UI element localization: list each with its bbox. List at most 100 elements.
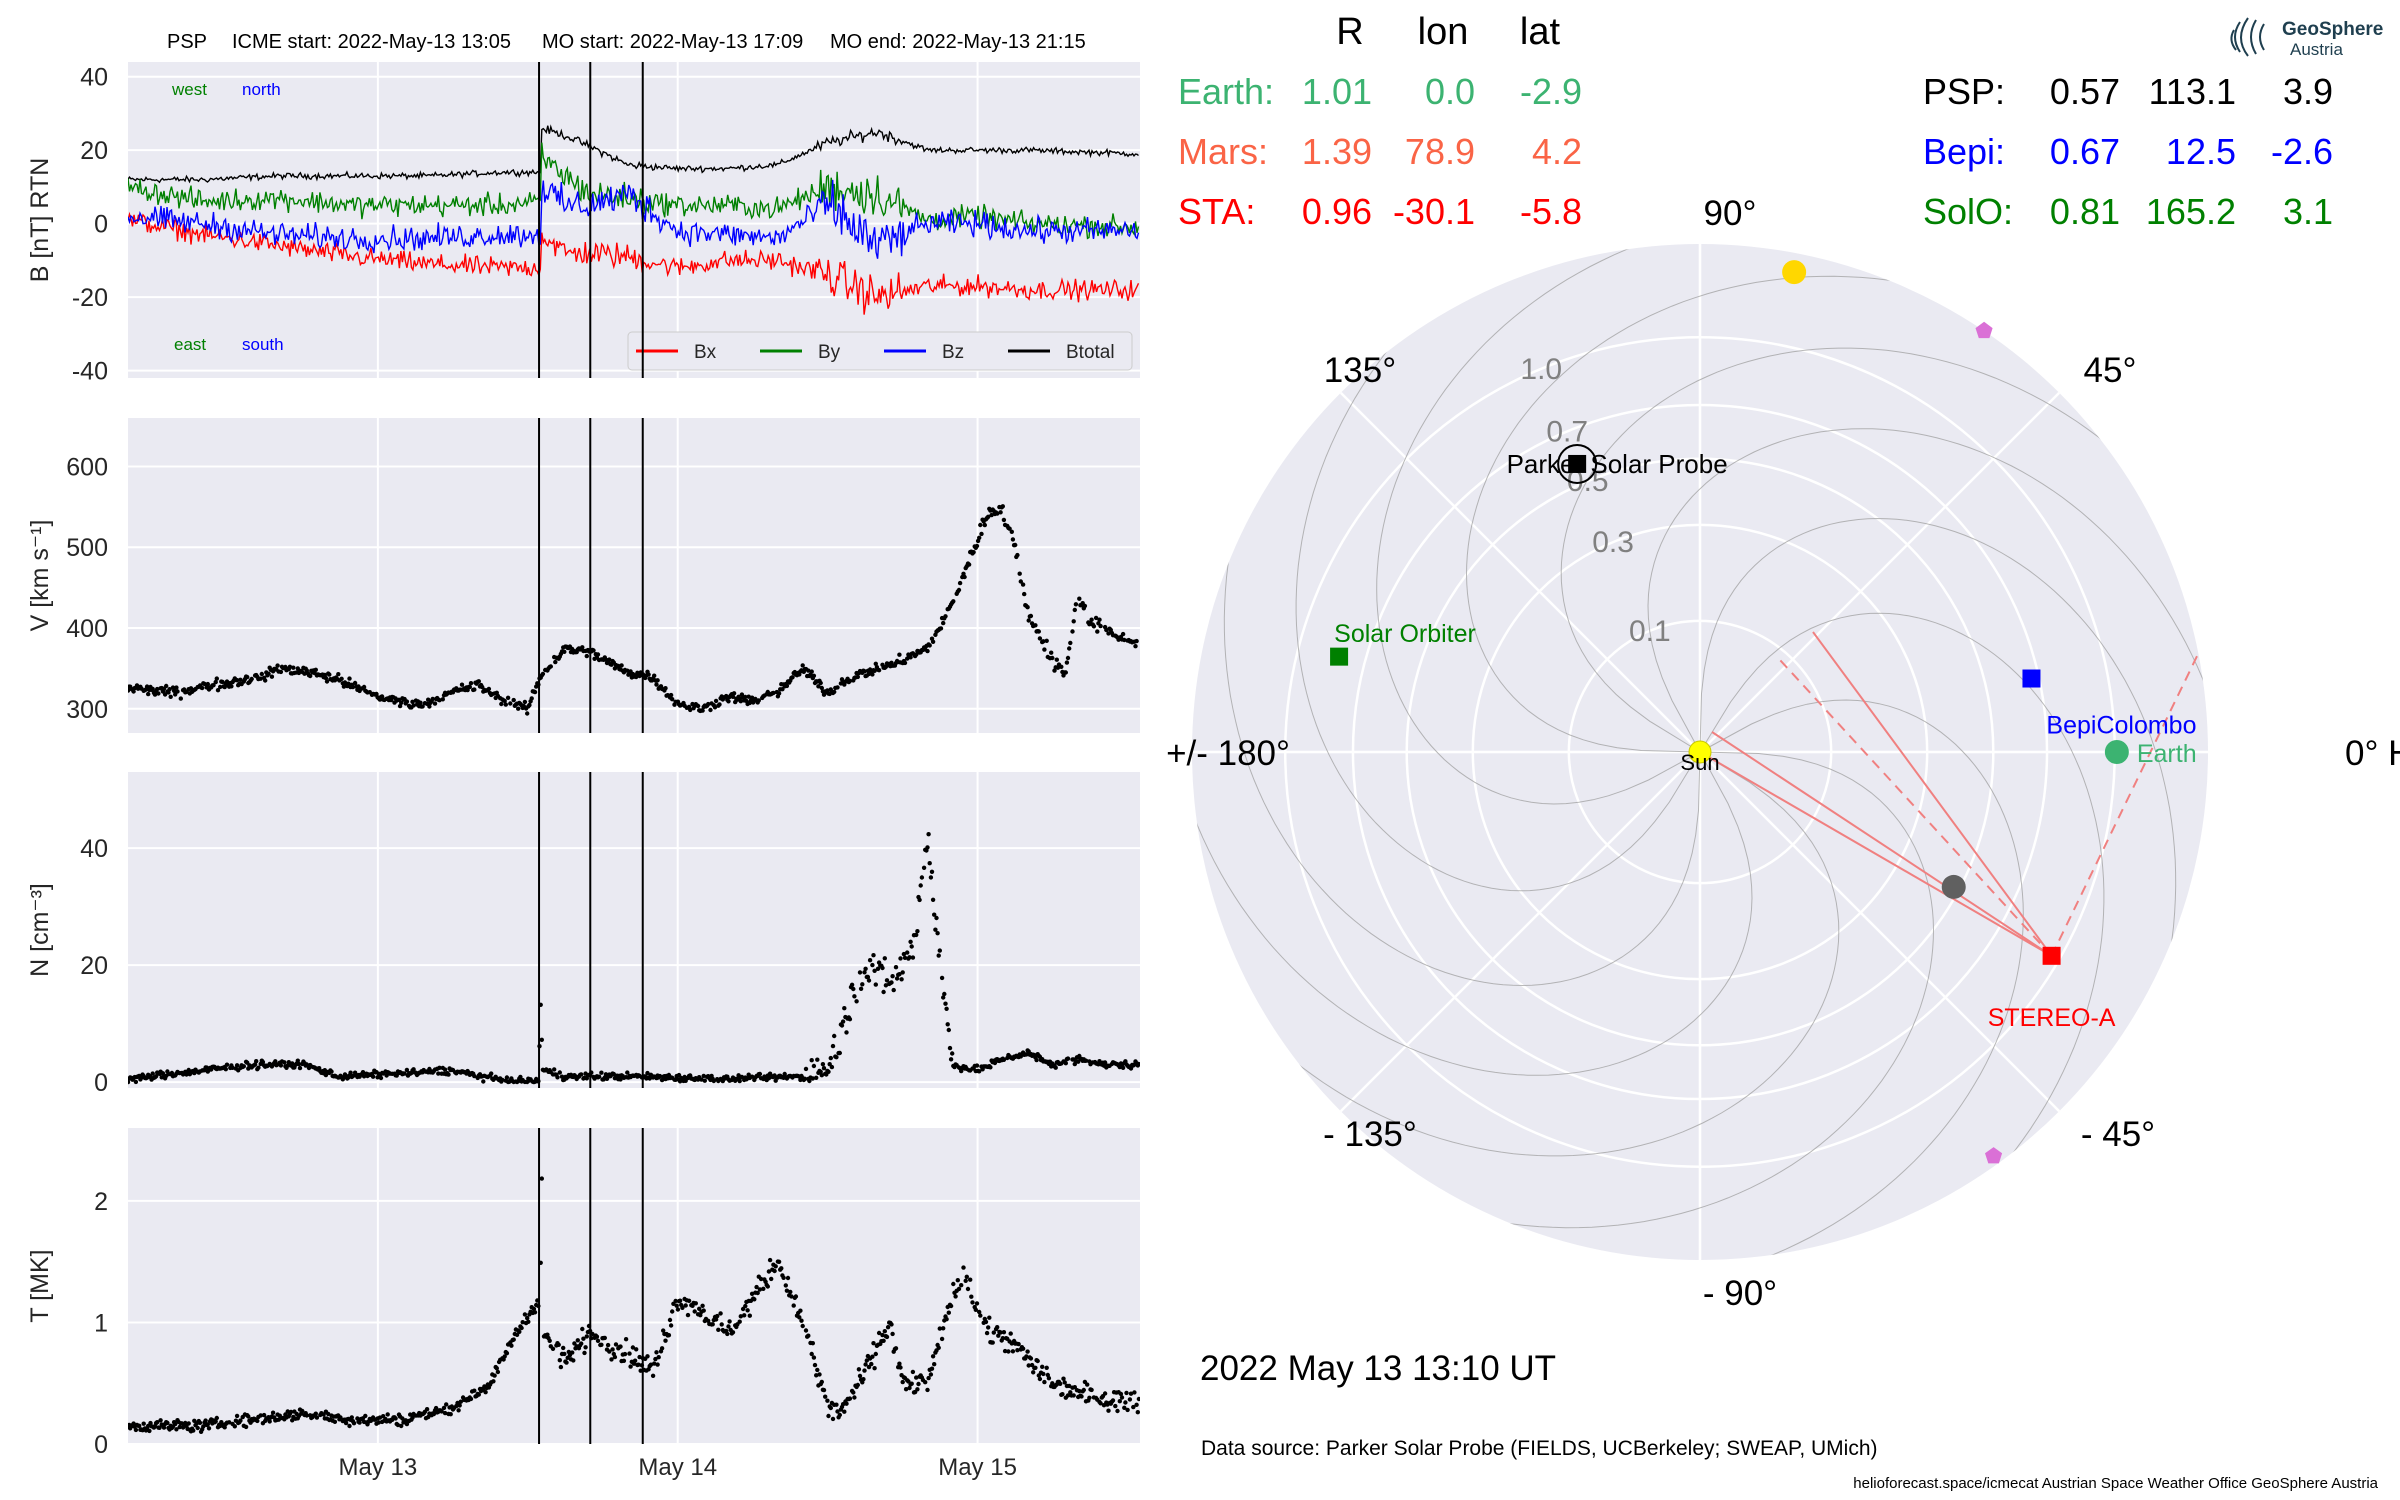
data-point [1063, 1061, 1069, 1066]
data-point [942, 991, 947, 997]
data-point [908, 939, 913, 944]
data-point [973, 1307, 978, 1313]
data-point [202, 681, 207, 687]
data-point [532, 689, 538, 695]
body-bepicolombo-label: BepiColombo [2046, 712, 2196, 740]
data-point [782, 1071, 787, 1077]
data-point [133, 1079, 139, 1085]
data-point [713, 1317, 719, 1322]
data-point [426, 697, 431, 702]
data-point [876, 1330, 882, 1336]
data-point [873, 982, 878, 987]
angle-label: - 45° [2081, 1115, 2155, 1154]
table-left-lat: -2.9 [1520, 71, 1582, 112]
data-point [602, 1335, 607, 1341]
data-point [1063, 670, 1069, 675]
data-point [650, 1373, 656, 1379]
data-point [957, 580, 963, 586]
data-point [731, 691, 737, 696]
data-point [944, 1317, 949, 1322]
data-point [297, 1065, 303, 1071]
data-point [695, 703, 701, 709]
data-point [821, 1066, 827, 1071]
data-point [800, 663, 805, 668]
data-point [847, 1396, 853, 1401]
data-point [936, 953, 941, 958]
data-point [719, 1322, 724, 1327]
data-point [663, 1338, 668, 1343]
table-right-lon: 165.2 [2146, 191, 2236, 232]
plot-area [128, 832, 1140, 1085]
data-point [259, 671, 264, 677]
data-point [667, 1317, 673, 1323]
geosphere-logo: GeoSphere Austria [2230, 17, 2383, 59]
data-point [968, 1277, 973, 1282]
data-point [923, 1380, 928, 1385]
data-point [1037, 1376, 1043, 1382]
data-point [925, 648, 930, 654]
data-point [1118, 1391, 1124, 1397]
data-point [754, 1284, 759, 1290]
data-point [256, 1065, 261, 1070]
data-point [516, 706, 521, 711]
data-point [919, 875, 925, 880]
data-point [646, 672, 651, 677]
data-point [590, 1331, 595, 1337]
y-tick-label: 500 [66, 534, 108, 562]
data-point [625, 1070, 630, 1075]
data-point [131, 689, 136, 694]
data-point [870, 1354, 875, 1359]
data-point [809, 1058, 814, 1063]
x-tick-label: May 15 [938, 1454, 1017, 1481]
data-point [828, 1055, 833, 1061]
data-point [1091, 624, 1097, 629]
data-point [758, 1276, 764, 1282]
data-point [909, 1381, 914, 1386]
angle-label: - 90° [1703, 1274, 1777, 1313]
table-header-lon: lon [1418, 11, 1469, 53]
data-point [907, 955, 912, 960]
data-point [956, 587, 962, 593]
data-point [1020, 1346, 1026, 1351]
data-point [747, 1313, 752, 1318]
data-point [811, 673, 817, 678]
table-left-name: Mars: [1178, 131, 1268, 172]
data-point [835, 1409, 840, 1414]
data-point [224, 679, 230, 684]
data-point [932, 912, 937, 917]
data-point [851, 986, 856, 992]
angular-grid-line [1699, 751, 2061, 1113]
data-point [1110, 1398, 1116, 1403]
data-point [594, 1334, 600, 1339]
data-point [173, 1421, 178, 1427]
data-point [965, 1286, 971, 1292]
data-point [897, 652, 902, 657]
data-point [893, 965, 899, 970]
data-point [304, 1062, 309, 1067]
data-point [539, 1176, 544, 1181]
data-point [966, 562, 972, 567]
data-point [459, 682, 465, 687]
data-point [550, 1346, 556, 1352]
table-right-lat: 3.9 [2283, 71, 2333, 112]
data-point [238, 677, 243, 682]
footer-credits: helioforecast.space/icmecat Austrian Spa… [1853, 1475, 2378, 1492]
data-point [742, 1313, 747, 1318]
panel-background [128, 1128, 1140, 1444]
data-point [916, 1381, 921, 1387]
data-point [810, 1076, 815, 1081]
data-point [921, 865, 927, 870]
data-point [555, 1075, 560, 1080]
table-header-lat: lat [1520, 11, 1561, 53]
data-point [851, 1390, 856, 1395]
data-point [1127, 1397, 1133, 1402]
data-point [197, 1420, 203, 1426]
data-point [1062, 1380, 1067, 1385]
data-point [929, 869, 935, 874]
data-point [882, 1329, 887, 1334]
legend-label-btotal: Btotal [1066, 342, 1115, 363]
parker-spiral [1699, 699, 2024, 1260]
parker-spiral [1295, 311, 1701, 892]
data-point [867, 958, 873, 963]
data-point [906, 1379, 911, 1384]
